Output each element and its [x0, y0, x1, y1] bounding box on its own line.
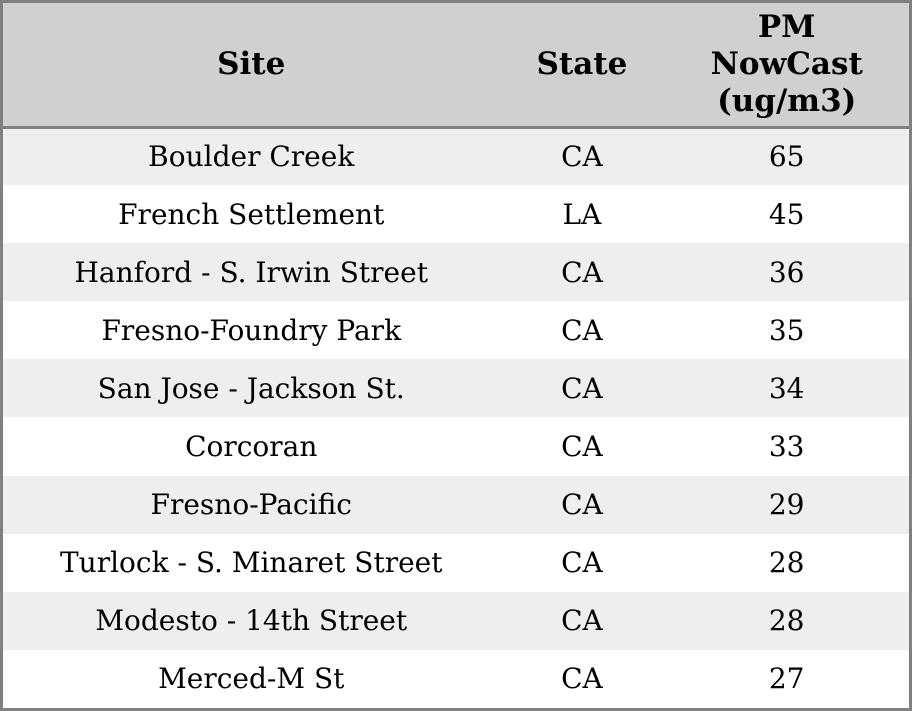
state-cell: CA	[561, 371, 603, 405]
column-header-state: State	[499, 3, 665, 129]
site-cell: Fresno-Pacific	[150, 488, 352, 522]
state-cell: CA	[561, 488, 603, 522]
state-cell: CA	[561, 255, 603, 289]
state-cell: CA	[561, 662, 603, 696]
site-cell: Fresno-Foundry Park	[101, 313, 402, 347]
site-cell: Boulder Creek	[148, 140, 355, 174]
column-header-site: Site	[3, 3, 500, 129]
table-row: French Settlement LA 45	[3, 185, 909, 244]
state-cell: CA	[561, 546, 603, 580]
state-cell: LA	[562, 197, 602, 231]
state-cell: CA	[561, 313, 603, 347]
column-header-site-label: Site	[217, 45, 286, 82]
pm-nowcast-table: Site State PM NowCast (ug/m3) Boulder Cr…	[3, 3, 909, 708]
site-cell: Turlock - S. Minaret Street	[60, 546, 443, 580]
pm-value-cell: 33	[768, 430, 805, 464]
column-header-state-label: State	[536, 45, 628, 82]
state-cell: CA	[561, 604, 603, 638]
site-cell: French Settlement	[118, 197, 385, 231]
table-header: Site State PM NowCast (ug/m3)	[3, 3, 909, 129]
site-cell: Hanford - S. Irwin Street	[74, 255, 428, 289]
table-row: Modesto - 14th Street CA 28	[3, 591, 909, 650]
pm-value-cell: 28	[768, 604, 805, 638]
state-cell: CA	[561, 140, 603, 174]
site-cell: Corcoran	[185, 430, 318, 464]
site-cell: Modesto - 14th Street	[95, 604, 408, 638]
pm-value-cell: 27	[768, 662, 805, 696]
table-row: San Jose - Jackson St. CA 34	[3, 359, 909, 418]
table-row: Merced-M St CA 27	[3, 649, 909, 708]
pm-value-cell: 36	[768, 255, 805, 289]
site-cell: Merced-M St	[158, 662, 345, 696]
site-cell: San Jose - Jackson St.	[97, 371, 405, 405]
pm-value-cell: 34	[768, 371, 805, 405]
column-header-pm-nowcast-label: PM NowCast (ug/m3)	[710, 9, 863, 119]
pm-value-cell: 28	[768, 546, 805, 580]
column-header-pm-nowcast: PM NowCast (ug/m3)	[664, 3, 909, 129]
pm-value-cell: 65	[768, 140, 805, 174]
header-row: Site State PM NowCast (ug/m3)	[3, 3, 909, 129]
table-row: Boulder Creek CA 65	[3, 127, 909, 186]
pm-value-cell: 35	[768, 313, 805, 347]
table-row: Fresno-Foundry Park CA 35	[3, 301, 909, 360]
table-body: Boulder Creek CA 65 French Settlement LA…	[3, 127, 909, 708]
table-row: Corcoran CA 33	[3, 417, 909, 476]
table-row: Turlock - S. Minaret Street CA 28	[3, 533, 909, 592]
table-row: Hanford - S. Irwin Street CA 36	[3, 243, 909, 302]
state-cell: CA	[561, 430, 603, 464]
pm-value-cell: 45	[768, 197, 805, 231]
table-row: Fresno-Pacific CA 29	[3, 475, 909, 534]
pm-value-cell: 29	[768, 488, 805, 522]
